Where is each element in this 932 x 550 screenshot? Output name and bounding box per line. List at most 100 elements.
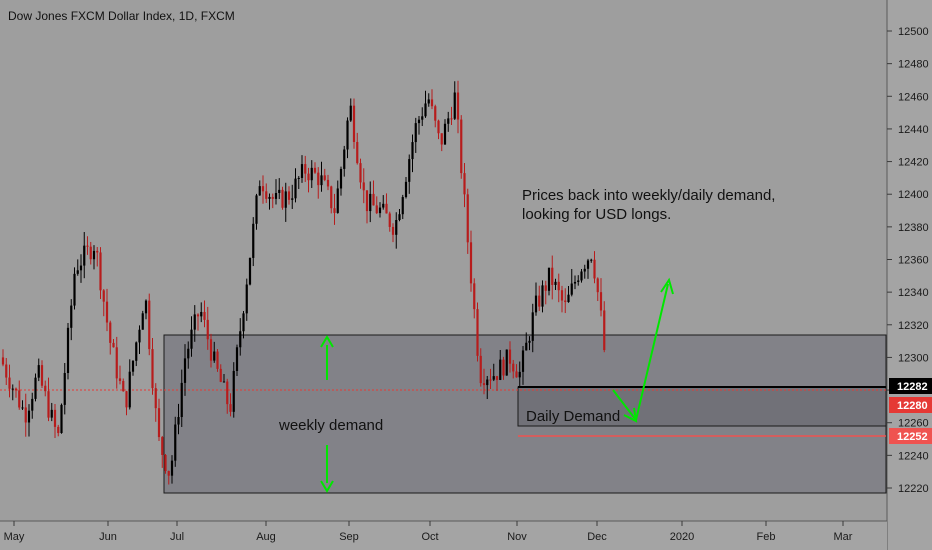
- candle-up: [398, 214, 401, 220]
- candle-up: [404, 181, 408, 198]
- candle-down: [164, 454, 167, 472]
- candle-up: [222, 381, 226, 383]
- candle-up: [21, 407, 24, 409]
- price-tick-label: 12240: [898, 450, 929, 462]
- candle-down: [265, 191, 268, 199]
- candle-down: [157, 408, 161, 438]
- time-tick-label: Oct: [421, 531, 438, 543]
- price-tick-label: 12420: [898, 157, 929, 169]
- candle-down: [362, 182, 365, 191]
- time-tick-label: Nov: [507, 531, 527, 543]
- note-line-1: Prices back into weekly/daily demand,: [522, 187, 775, 204]
- candle-up: [583, 268, 586, 272]
- candle-down: [226, 381, 229, 405]
- candle-up: [590, 259, 593, 261]
- candle-up: [528, 340, 531, 343]
- candle-down: [154, 388, 157, 409]
- candle-down: [161, 437, 164, 455]
- daily-demand-label: Daily Demand: [526, 408, 620, 425]
- price-tick-label: 12440: [898, 124, 929, 136]
- candle-up: [580, 271, 583, 281]
- candle-down: [450, 118, 453, 120]
- candle-down: [102, 290, 105, 302]
- price-tag-box: [889, 378, 932, 394]
- candle-down: [96, 250, 99, 253]
- candle-down: [391, 226, 395, 235]
- candle-down: [538, 295, 541, 307]
- candle-up: [34, 377, 37, 399]
- price-tick-label: 12480: [898, 59, 929, 71]
- candle-down: [466, 194, 469, 243]
- candle-down: [307, 173, 310, 181]
- candle-up: [382, 203, 385, 208]
- time-axis-panel: [0, 521, 887, 550]
- candle-down: [551, 267, 554, 285]
- candle-down: [18, 390, 21, 408]
- candle-up: [554, 281, 557, 285]
- candle-up: [73, 273, 76, 306]
- candle-up: [239, 331, 242, 348]
- candle-down: [352, 105, 356, 142]
- candle-up: [144, 300, 148, 314]
- candle-up: [245, 284, 248, 314]
- candle-down: [115, 347, 118, 379]
- candle-up: [278, 189, 281, 193]
- candle-down: [1, 357, 5, 365]
- candle-up: [190, 329, 193, 349]
- candle-up: [343, 149, 346, 169]
- candle-down: [229, 404, 232, 412]
- candle-up: [525, 342, 528, 351]
- candle-down: [40, 365, 44, 386]
- candle-up: [193, 314, 196, 330]
- price-tick-label: 12340: [898, 287, 929, 299]
- candle-up: [577, 280, 580, 282]
- candle-up: [573, 281, 577, 284]
- price-tick-label: 12500: [898, 26, 929, 38]
- candle-down: [473, 283, 476, 310]
- candle-up: [174, 424, 177, 461]
- candle-down: [479, 355, 482, 384]
- price-tick-label: 12380: [898, 222, 929, 234]
- candle-up: [300, 164, 304, 178]
- candle-up: [531, 312, 534, 341]
- price-tags: 12282 12280 12252: [889, 378, 932, 444]
- candle-up: [586, 260, 590, 269]
- candle-up: [421, 116, 424, 120]
- candle-down: [330, 186, 333, 209]
- candlestick-series: [1, 80, 606, 485]
- candle-down: [495, 376, 499, 380]
- time-tick-label: Sep: [339, 531, 359, 543]
- candle-down: [430, 99, 434, 107]
- candle-down: [281, 189, 284, 208]
- candle-down: [53, 409, 57, 427]
- price-tag-label: 12280: [897, 400, 928, 412]
- price-tag-box: [889, 428, 932, 444]
- candle-up: [486, 379, 489, 386]
- candle-down: [375, 205, 378, 214]
- price-tag-label: 12282: [897, 381, 928, 393]
- candle-down: [596, 278, 599, 293]
- candle-up: [443, 123, 447, 145]
- candle-down: [24, 407, 27, 423]
- candle-up: [297, 177, 300, 179]
- candle-down: [206, 319, 209, 340]
- candle-up: [79, 265, 83, 271]
- time-tick-label: May: [4, 531, 25, 543]
- candle-down: [365, 190, 369, 212]
- candle-down: [437, 120, 440, 134]
- price-tick-label: 12460: [898, 91, 929, 103]
- candle-up: [235, 347, 239, 371]
- candle-up: [427, 99, 430, 104]
- candle-up: [177, 417, 180, 425]
- candle-up: [320, 175, 323, 186]
- candle-down: [86, 245, 89, 247]
- candle-down: [203, 311, 206, 320]
- candle-up: [447, 118, 450, 124]
- time-tick-label: Dec: [587, 531, 607, 543]
- candle-up: [11, 388, 14, 390]
- candle-up: [248, 257, 252, 285]
- candle-down: [599, 292, 603, 311]
- candle-down: [544, 285, 547, 291]
